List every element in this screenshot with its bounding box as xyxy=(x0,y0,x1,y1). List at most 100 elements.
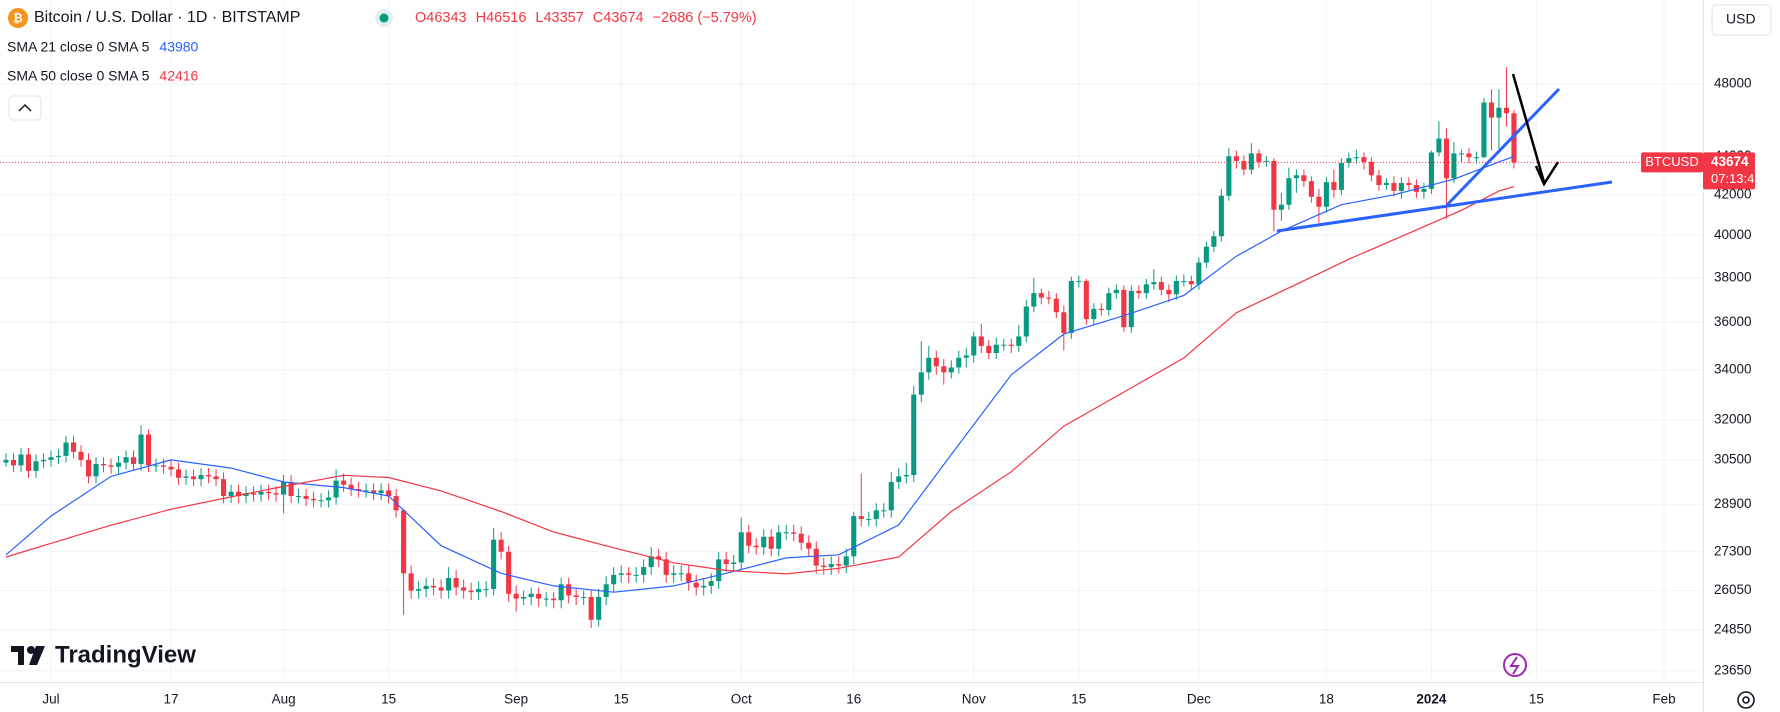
candle-body xyxy=(78,451,84,460)
status-dot xyxy=(379,13,389,23)
candle-body xyxy=(1248,153,1254,170)
sma-line xyxy=(5,156,1515,593)
x-tick-label: Aug xyxy=(272,692,296,707)
candle-body xyxy=(611,574,617,585)
y-tick-label: 27300 xyxy=(1714,543,1752,558)
candle-body xyxy=(191,476,197,480)
candle-body xyxy=(416,589,422,591)
candle-body xyxy=(3,459,9,463)
candle-body xyxy=(1233,156,1239,161)
alert-icon[interactable] xyxy=(1503,653,1527,677)
candle-body xyxy=(341,480,347,485)
candle-body xyxy=(251,493,257,495)
candle-body xyxy=(753,545,759,548)
legend-value: 43980 xyxy=(159,39,198,55)
logo-part xyxy=(27,646,35,654)
candle-body xyxy=(941,366,947,373)
candle-body xyxy=(213,476,219,480)
candle-body xyxy=(1046,297,1052,299)
candle-body xyxy=(423,585,429,590)
logo-part xyxy=(11,646,24,652)
y-tick-label: 26050 xyxy=(1714,582,1752,597)
candle-body xyxy=(1271,160,1277,210)
candle-body xyxy=(1398,183,1404,191)
candle-body xyxy=(1256,153,1262,162)
candle-body xyxy=(1458,153,1464,155)
candle-body xyxy=(813,548,819,566)
candle-body xyxy=(1383,183,1389,185)
candle-body xyxy=(1218,195,1224,237)
candle-body xyxy=(993,344,999,354)
candle-body xyxy=(18,454,24,466)
candle-body xyxy=(663,559,669,575)
candle-body xyxy=(708,581,714,586)
currency[interactable]: USD xyxy=(1726,11,1756,27)
y-tick-label: 24850 xyxy=(1714,621,1752,636)
candle-body xyxy=(70,442,77,452)
candle-body xyxy=(1466,153,1472,158)
candle-body xyxy=(1068,281,1074,333)
candle-body xyxy=(1121,289,1127,328)
x-tick-label: 15 xyxy=(1071,692,1086,707)
candle-body xyxy=(1016,336,1022,346)
candle-body xyxy=(446,577,452,591)
candle-body xyxy=(1286,178,1292,205)
candle-body xyxy=(866,519,872,521)
candle-body xyxy=(93,464,99,477)
collapse-button[interactable] xyxy=(8,95,42,121)
candle-body xyxy=(1136,290,1142,294)
candle-body xyxy=(1143,284,1149,294)
candle-body xyxy=(626,573,632,575)
candle-body xyxy=(573,595,579,598)
candle-body xyxy=(281,481,287,495)
candle-body xyxy=(153,465,159,467)
candle-body xyxy=(123,457,129,463)
candle-body xyxy=(303,496,309,499)
candle-body xyxy=(1076,281,1082,283)
arrow xyxy=(1511,73,1546,183)
settings-icon[interactable] xyxy=(1737,691,1755,709)
candle-body xyxy=(1098,308,1104,310)
candle-body xyxy=(513,593,519,599)
candle-body xyxy=(723,559,729,565)
candle-body xyxy=(536,593,542,599)
candle-body xyxy=(596,597,602,620)
x-tick-label: Jul xyxy=(42,692,59,707)
candle-body xyxy=(33,461,39,471)
sma-line xyxy=(5,186,1515,575)
candle-body xyxy=(1511,113,1517,163)
candle-body xyxy=(1308,181,1314,197)
quote: O46343 H46516 L43357 C43674 −2686 (−5.79%) xyxy=(415,10,757,26)
candle-body xyxy=(130,457,137,465)
trend-line xyxy=(1445,87,1561,207)
candle-body xyxy=(115,462,122,467)
candle-body xyxy=(160,465,167,467)
candle-body xyxy=(1053,298,1059,313)
candle-body xyxy=(1278,204,1284,210)
symbol-title[interactable]: Bitcoin / U.S. Dollar · 1D · BITSTAMP xyxy=(34,9,300,26)
candle-body xyxy=(1361,157,1367,162)
plot xyxy=(0,67,1703,629)
candle-body xyxy=(491,539,497,590)
candle-body xyxy=(783,532,789,534)
trend-line xyxy=(1276,180,1613,233)
candle-body xyxy=(371,490,377,494)
candle-body xyxy=(1128,290,1134,328)
currency-button[interactable] xyxy=(1711,4,1772,36)
candle-body xyxy=(1181,281,1187,283)
candle-body xyxy=(1421,188,1427,192)
candle-body xyxy=(85,459,92,477)
coin-glyph: ₿ xyxy=(13,11,23,25)
x-tick-label: Feb xyxy=(1652,692,1675,707)
candle-body xyxy=(1428,152,1434,189)
candle-body xyxy=(1211,236,1217,247)
y-tick-label: 28900 xyxy=(1714,496,1752,511)
candle-body xyxy=(1083,281,1089,320)
brand-logo xyxy=(11,646,45,665)
candle-body xyxy=(326,497,332,501)
candle-body xyxy=(828,564,834,568)
settings-icon-core xyxy=(1742,696,1750,704)
candle-body xyxy=(1488,102,1494,118)
candle-body xyxy=(498,539,504,552)
